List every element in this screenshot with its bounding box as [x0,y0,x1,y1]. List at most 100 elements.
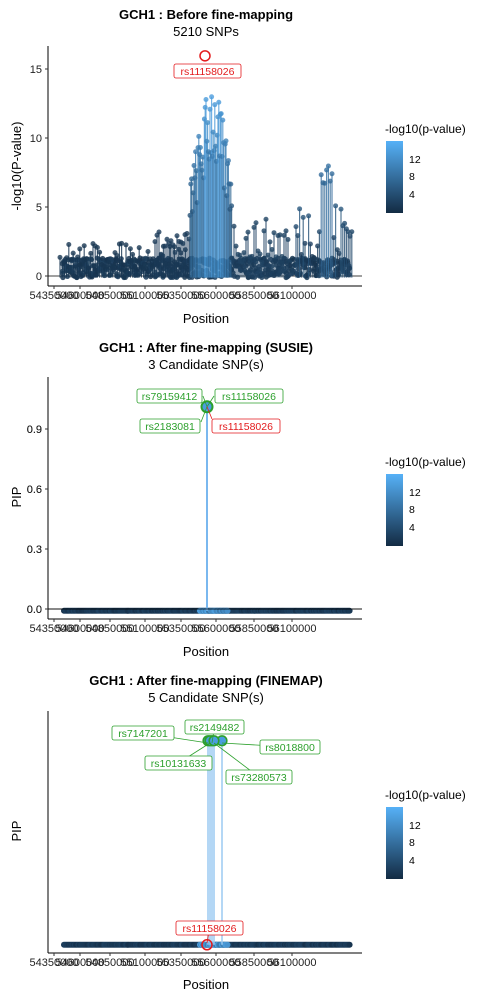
label-leader [206,406,213,420]
label-leader [202,395,208,407]
x-tick-label: 54600000 [56,957,105,969]
y-tick-label: 5 [36,202,42,214]
label-box [259,739,321,755]
x-tick-label: 56100000 [268,623,317,635]
snp-point [70,250,76,256]
snp-point [307,241,313,247]
chart-title: GCH1 : Before fine-mapping [119,7,293,22]
snp-point [127,246,133,252]
panel-susie: GCH1 : After fine-mapping (SUSIE) 3 Cand… [9,340,362,659]
label-box [136,388,203,404]
snp-point [302,240,308,246]
candidate-label: rs11158026 [219,421,273,433]
x-tick-label: 55100000 [121,957,170,969]
snp-point [263,216,269,222]
x-tick-label: 54350000 [30,957,79,969]
x-axis-label: Position [183,311,229,326]
snp-point [172,249,178,255]
y-tick-label: 0 [36,271,42,283]
snp-point [233,243,239,249]
snp-point [72,264,78,270]
snp-point [164,236,170,242]
snp-point [57,254,63,260]
snp-point [199,167,205,173]
candidate-label: rs11158026 [183,923,237,935]
panel-before-finemapping: GCH1 : Before fine-mapping 5210 SNPs -lo… [9,7,362,326]
candidate-label: rs79159412 [142,391,198,403]
snp-point [205,120,211,126]
label-leader [200,406,208,423]
snp-point [209,94,215,100]
snp-point [249,253,255,259]
candidate-snp [209,736,219,746]
snp-point [297,270,303,276]
snp-points [61,400,353,614]
snp-point [225,158,231,164]
label-box [175,920,244,936]
snp-point [259,260,265,266]
top-snp-marker [201,939,213,951]
x-tick-label: 55850000 [230,623,279,635]
snp-point [97,249,103,255]
snp-point [329,171,335,177]
snp-point [346,941,353,948]
snp-point [66,242,72,248]
snp-point [184,231,190,237]
candidate-label: rs2149482 [190,722,240,734]
snp-point [203,97,209,103]
snp-point [105,259,111,265]
snp-point [212,102,218,108]
color-legend: -log10(p-value) 12 8 4 [385,122,466,213]
snp-point [285,237,291,243]
snp-point [197,145,203,151]
snp-point [283,228,289,234]
snp-point [325,163,331,169]
snp-point [75,254,81,260]
legend-colorbar [386,141,403,213]
x-tick-label: 54850000 [86,623,135,635]
color-legend: -log10(p-value) 12 8 4 [385,788,466,879]
legend-tick: 4 [409,855,415,867]
snp-point [311,255,317,261]
x-tick-label: 55100000 [121,623,170,635]
y-axis-label: PIP [9,821,24,842]
x-tick-label: 55100000 [121,290,170,302]
y-tick-label: 0.3 [27,544,42,556]
chart-subtitle: 5 Candidate SNP(s) [148,690,264,705]
snp-point [196,133,202,139]
candidate-marker [200,400,214,414]
snp-point [156,229,162,235]
label-box [211,418,281,434]
label-box [144,755,213,771]
label-box [184,719,245,735]
x-tick-label: 54350000 [30,623,79,635]
x-tick-label: 54350000 [30,290,79,302]
chart-title: GCH1 : After fine-mapping (FINEMAP) [89,673,323,688]
snp-point [162,243,168,249]
chart-subtitle: 5210 SNPs [173,24,239,39]
legend-colorbar [386,807,403,879]
x-tick-label: 55850000 [230,290,279,302]
snp-point [296,266,302,272]
snp-point [306,213,312,219]
legend-tick: 8 [409,504,415,516]
snp-point [333,203,339,209]
snp-point [202,104,208,110]
snp-point [223,138,229,144]
x-tick-label: 55350000 [157,623,206,635]
snp-point [293,224,299,230]
snp-point [229,255,235,261]
snp-point [152,239,158,245]
snp-points [57,50,355,281]
snp-point [281,232,287,238]
snp-point [81,243,87,249]
candidate-label: rs8018800 [265,742,315,754]
snp-point [94,244,100,250]
y-tick-label: 10 [30,133,42,145]
snp-point [257,251,263,257]
snp-point [271,230,277,236]
snp-point [265,252,271,258]
x-tick-label: 55350000 [157,957,206,969]
snp-point [110,265,116,271]
